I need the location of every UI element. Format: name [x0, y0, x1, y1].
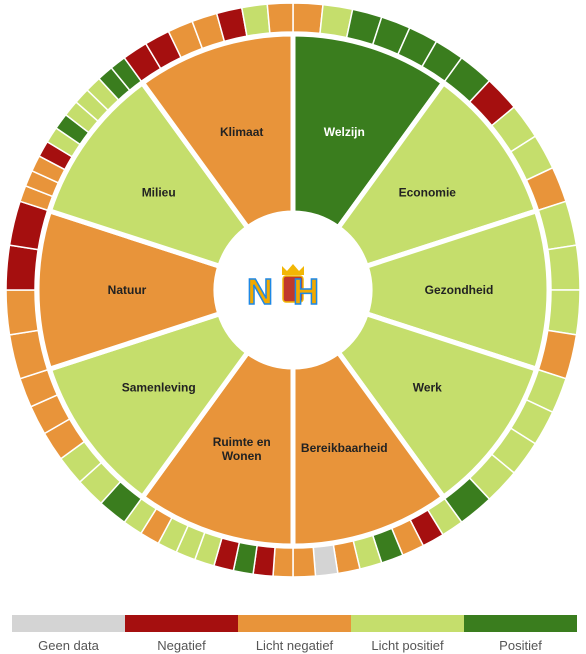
indicator-welzijn-1	[292, 2, 324, 35]
indicator-gezondheid-2	[546, 244, 581, 291]
legend-swatch	[351, 615, 464, 632]
sector-label-werk: Werk	[413, 381, 442, 395]
legend-swatch	[12, 615, 125, 632]
sector-label-samenleving: Samenleving	[122, 381, 196, 395]
indicator-ruimte-en-wonen-1	[272, 546, 294, 578]
sector-label-klimaat: Klimaat	[220, 125, 263, 139]
indicator-klimaat-7	[266, 2, 294, 34]
logo-text: NH	[247, 271, 339, 312]
legend-label: Positief	[499, 638, 542, 653]
sector-label-natuur: Natuur	[108, 283, 147, 297]
legend-item-geen-data: Geen data	[12, 615, 125, 653]
indicator-gezondheid-3	[546, 289, 581, 336]
legend-swatch	[464, 615, 577, 632]
legend: Geen data Negatief Licht negatief Licht pos…	[12, 615, 577, 653]
legend-swatch	[125, 615, 238, 632]
wheel-segments	[5, 2, 581, 578]
themawiel: Welzijn Economie Gezondheid Werk Bereikbaarh…	[5, 2, 581, 578]
sector-label-welzijn: Welzijn	[324, 125, 365, 139]
sector-label-milieu: Milieu	[142, 185, 176, 199]
logo-shield-icon	[282, 275, 304, 303]
indicator-bereikbaarheid-8	[292, 546, 317, 578]
indicator-klimaat-6	[240, 3, 271, 38]
logo-crown-icon	[282, 264, 304, 275]
legend-label: Licht negatief	[255, 638, 334, 653]
legend-item-licht-negatief: Licht negatief	[238, 615, 351, 653]
legend-item-licht-positief: Licht positief	[351, 615, 464, 653]
indicator-natuur-3	[5, 244, 40, 291]
indicator-natuur-2	[5, 289, 40, 336]
legend-label: Negatief	[157, 638, 206, 653]
legend-label: Geen data	[38, 638, 99, 653]
legend-label: Licht positief	[371, 638, 444, 653]
legend-item-negatief: Negatief	[125, 615, 238, 653]
indicator-bereikbaarheid-7	[312, 543, 339, 577]
sector-label-economie: Economie	[399, 185, 457, 199]
sector-label-gezondheid: Gezondheid	[425, 283, 494, 297]
legend-item-positief: Positief	[464, 615, 577, 653]
sector-labels: Welzijn Economie Gezondheid Werk Bereikbaarh…	[108, 125, 494, 463]
sector-label-bereikbaarheid: Bereikbaarheid	[301, 441, 388, 455]
noord-holland-logo: NH	[246, 264, 339, 313]
sector-label-ruimte-en-wonen: Ruimte en Wonen	[213, 435, 271, 463]
legend-swatch	[238, 615, 351, 632]
